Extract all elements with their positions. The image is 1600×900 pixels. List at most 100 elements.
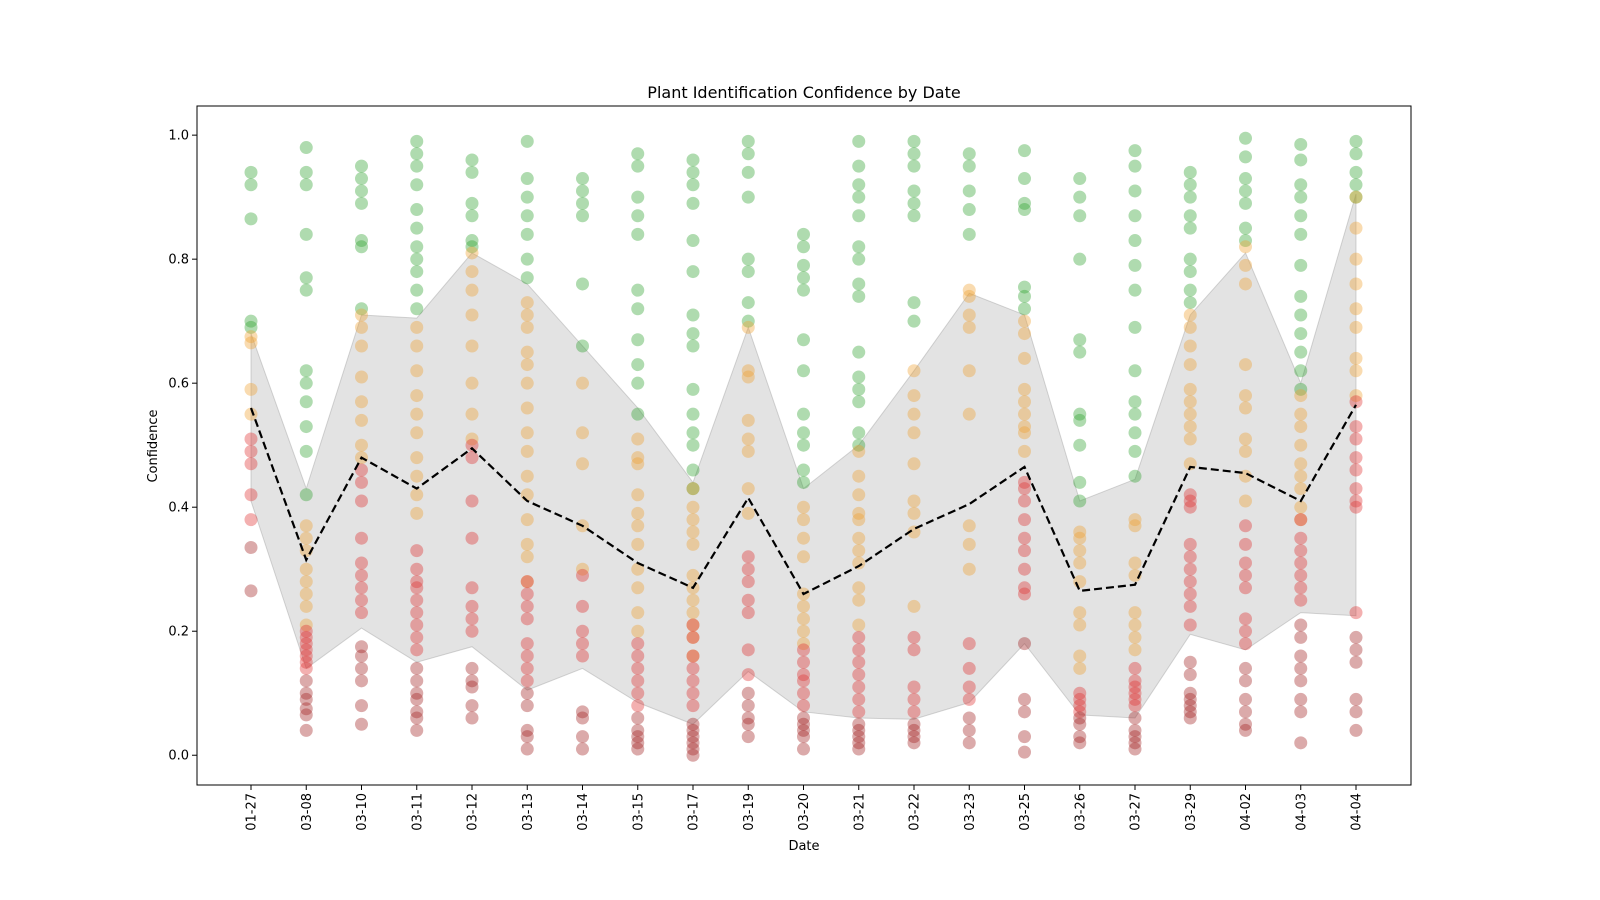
data-point: [741, 643, 755, 657]
data-point: [1128, 364, 1142, 378]
data-point: [576, 705, 589, 719]
data-point: [465, 531, 479, 545]
data-point: [686, 438, 700, 452]
data-point: [1239, 401, 1252, 415]
data-point: [1018, 705, 1031, 719]
y-tick-label: 0.8: [168, 253, 189, 268]
data-point: [797, 723, 810, 737]
data-point: [1239, 240, 1252, 254]
data-point: [852, 289, 866, 303]
data-point: [355, 438, 368, 452]
data-point: [741, 711, 755, 725]
data-point: [410, 618, 424, 632]
data-point: [576, 742, 589, 756]
data-point: [1239, 661, 1252, 675]
data-point: [907, 506, 921, 520]
data-point: [1073, 494, 1087, 508]
x-tick-label: 03-08: [300, 793, 315, 831]
data-point: [1294, 308, 1308, 322]
data-point: [1018, 420, 1031, 434]
data-point: [852, 134, 866, 148]
data-point: [797, 271, 810, 285]
data-point: [299, 637, 313, 651]
data-point: [520, 742, 534, 756]
data-point: [1239, 692, 1252, 706]
data-point: [1018, 531, 1031, 545]
data-point: [852, 723, 866, 737]
data-point: [797, 717, 810, 731]
data-point: [520, 612, 534, 626]
data-point: [244, 513, 258, 527]
data-point: [465, 153, 479, 167]
data-point: [520, 227, 534, 241]
data-point: [1294, 593, 1308, 607]
data-point: [1349, 463, 1363, 477]
data-point: [520, 271, 534, 285]
data-point: [1349, 630, 1363, 644]
data-point: [355, 581, 368, 595]
data-point: [852, 513, 866, 527]
data-point: [631, 637, 645, 651]
data-point: [852, 506, 866, 520]
data-point: [520, 730, 534, 744]
data-point: [299, 141, 313, 155]
data-point: [686, 630, 700, 644]
data-point: [1073, 413, 1087, 427]
data-point: [741, 606, 755, 620]
data-point: [852, 742, 866, 756]
x-tick-label: 03-27: [1129, 793, 1144, 831]
data-point: [797, 550, 810, 564]
data-point: [410, 674, 424, 688]
data-point: [1349, 165, 1363, 179]
data-point: [1073, 692, 1087, 706]
data-point: [410, 339, 424, 353]
data-point: [852, 655, 866, 669]
data-point: [1018, 513, 1031, 527]
data-point: [1183, 655, 1197, 669]
data-point: [797, 643, 810, 657]
data-point: [686, 630, 700, 644]
data-point: [797, 426, 810, 440]
data-point: [1349, 320, 1363, 334]
data-point: [1128, 699, 1142, 713]
data-point: [576, 730, 589, 744]
data-point: [520, 469, 534, 483]
data-point: [852, 668, 866, 682]
data-point: [741, 320, 755, 334]
data-point: [465, 407, 479, 421]
data-point: [686, 537, 700, 551]
data-point: [520, 674, 534, 688]
data-point: [631, 562, 645, 576]
data-point: [1183, 296, 1197, 310]
data-point: [631, 333, 645, 347]
data-point: [1239, 234, 1252, 248]
data-point: [1294, 705, 1308, 719]
data-point: [355, 308, 368, 322]
data-point: [1128, 395, 1142, 409]
data-point: [410, 265, 424, 279]
data-point: [520, 444, 534, 458]
data-point: [1349, 134, 1363, 148]
x-axis-label: Date: [788, 839, 819, 854]
data-point: [631, 376, 645, 390]
data-point: [1128, 643, 1142, 657]
data-point: [1294, 209, 1308, 223]
data-point: [1294, 153, 1308, 167]
data-point: [465, 240, 479, 254]
data-point: [797, 637, 810, 651]
data-point: [1294, 364, 1308, 378]
data-point: [852, 395, 866, 409]
data-point: [1128, 661, 1142, 675]
data-point: [299, 488, 313, 502]
data-point: [1294, 438, 1308, 452]
data-point: [1073, 606, 1087, 620]
data-point: [520, 686, 534, 700]
data-point: [520, 376, 534, 390]
data-point: [1294, 327, 1308, 341]
x-tick-label: 03-21: [852, 793, 867, 831]
data-point: [1239, 537, 1252, 551]
data-point: [1349, 500, 1363, 514]
data-point: [741, 699, 755, 713]
data-point: [1018, 395, 1031, 409]
data-point: [1183, 190, 1197, 204]
